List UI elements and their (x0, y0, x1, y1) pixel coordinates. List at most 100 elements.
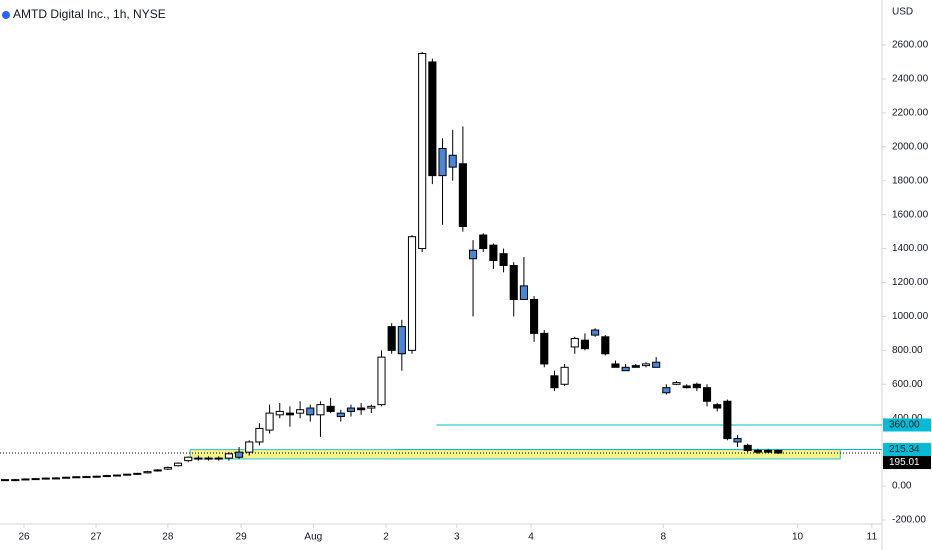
candle-body (316, 404, 325, 416)
y-tick-label: 1800.00 (892, 175, 929, 186)
candle-body (743, 444, 752, 451)
candle-body (519, 285, 528, 300)
price-label: 215.34 (889, 444, 920, 455)
y-tick-label: 800.00 (892, 345, 923, 356)
chart-title: AMTD Digital Inc., 1h, NYSE (13, 7, 166, 21)
y-tick-label: 2000.00 (892, 141, 929, 152)
candle-body (458, 163, 467, 228)
candle-body (591, 329, 600, 336)
candle-body (560, 366, 569, 385)
y-tick-label: 400.00 (892, 413, 923, 424)
candle-body (550, 375, 559, 389)
x-tick-label: 28 (162, 532, 174, 543)
y-tick-label: 1400.00 (892, 243, 929, 254)
candle-body (235, 451, 244, 458)
candle-body (31, 478, 40, 481)
candle-body (672, 382, 681, 385)
candle-body (397, 326, 406, 355)
candle-body (367, 405, 376, 409)
candle-body (51, 477, 61, 480)
price-label-box (883, 443, 931, 457)
y-tick-label: -200.00 (892, 515, 926, 526)
candle-body (112, 474, 122, 477)
candle-body (530, 298, 539, 334)
candle-body (479, 234, 488, 250)
y-tick-label: 1000.00 (892, 311, 929, 322)
currency-label: USD (892, 7, 913, 18)
candle-body (326, 405, 335, 412)
candle-body (631, 365, 640, 368)
candle-body (163, 466, 172, 470)
candle-body (377, 356, 386, 406)
candle-body (82, 476, 91, 479)
x-tick-label: 27 (90, 532, 102, 543)
candle-body (682, 385, 691, 389)
candle-body (72, 476, 81, 479)
candle-body (702, 387, 712, 402)
candle-body (407, 236, 417, 351)
y-tick-label: 2600.00 (892, 40, 929, 51)
price-label-box (883, 456, 931, 470)
candle-body (296, 409, 305, 414)
candle-body (133, 472, 142, 475)
candle-body (468, 249, 478, 260)
candle-body (41, 477, 50, 480)
candle-body (224, 453, 233, 459)
candle-body (92, 475, 101, 478)
candle-body (306, 407, 315, 416)
y-tick-label: 1600.00 (892, 209, 929, 220)
price-label: 195.01 (889, 457, 920, 468)
x-tick-label: Aug (304, 532, 322, 543)
candle-body (662, 387, 671, 394)
candle-body (448, 154, 457, 168)
candle-body (214, 457, 223, 460)
candle-body (764, 449, 773, 453)
candle-body (438, 147, 447, 177)
y-tick-label: 2200.00 (892, 107, 929, 118)
candle-body (265, 412, 274, 431)
candle-body (499, 253, 508, 267)
candle-body (184, 456, 193, 462)
candle-body (580, 339, 590, 350)
candle-body (611, 363, 620, 368)
candle-body (753, 449, 762, 453)
candle-body (62, 476, 71, 479)
candle-body (1, 479, 10, 482)
candle-body (123, 473, 132, 476)
candle-body (255, 427, 264, 443)
x-tick-label: 8 (660, 532, 666, 543)
candle-body (173, 462, 183, 467)
candle-body (285, 412, 294, 416)
candle-body (245, 441, 254, 453)
candle-body (621, 366, 630, 372)
candle-body (601, 336, 610, 355)
candle-body (733, 438, 742, 443)
candle-body (652, 361, 661, 368)
x-tick-label: 29 (236, 532, 248, 543)
candle-body (418, 52, 427, 250)
y-tick-label: 1200.00 (892, 277, 929, 288)
candle-body (275, 410, 284, 416)
candle-body (357, 407, 366, 411)
price-zone (189, 449, 841, 460)
candle-body (570, 337, 579, 348)
candle-body (336, 412, 345, 418)
x-tick-label: 26 (18, 532, 30, 543)
x-tick-label: 3 (454, 532, 460, 543)
x-tick-label: 10 (792, 532, 804, 543)
y-tick-label: 2400.00 (892, 74, 929, 85)
candle-body (387, 326, 396, 351)
x-tick-label: 11 (867, 532, 878, 543)
candle-body (11, 479, 20, 482)
candle-body (102, 475, 111, 478)
candle-body (204, 457, 213, 460)
candle-body (713, 404, 722, 409)
candle-body (21, 478, 30, 481)
candle-body (489, 244, 498, 261)
candle-body (194, 457, 203, 460)
candle-body (774, 449, 783, 454)
candle-body (346, 407, 356, 412)
candle-body (509, 265, 518, 300)
